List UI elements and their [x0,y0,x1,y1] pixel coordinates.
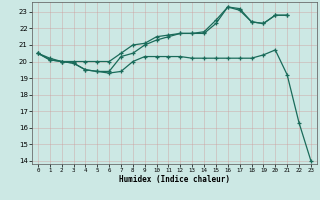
X-axis label: Humidex (Indice chaleur): Humidex (Indice chaleur) [119,175,230,184]
